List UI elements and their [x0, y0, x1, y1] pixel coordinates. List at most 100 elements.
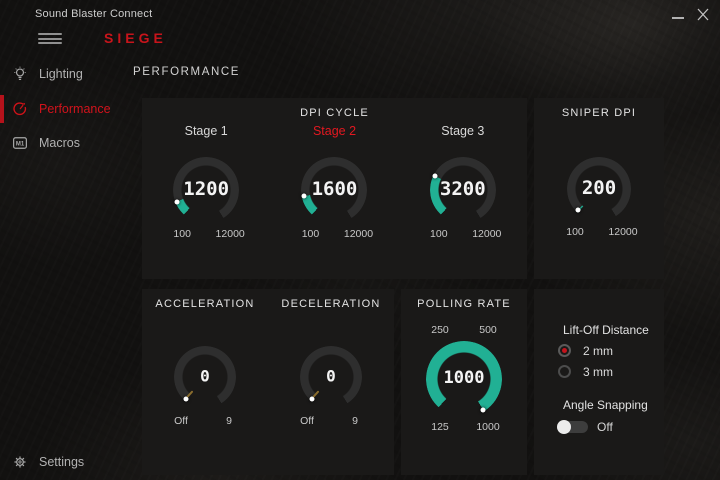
sniper-dpi-panel: SNIPER DPI 200 100 12000: [534, 98, 664, 279]
dial-value: 0: [200, 366, 210, 386]
svg-text:M1: M1: [16, 142, 25, 148]
dial-knob-dot[interactable]: [174, 199, 180, 204]
macro-icon: M1: [13, 137, 27, 149]
radio-label: 2 mm: [583, 343, 613, 358]
polling-scale-500: 500: [479, 324, 497, 336]
page-title: PERFORMANCE: [133, 66, 241, 78]
sniper-stage: 200 100 12000: [536, 124, 662, 238]
sidebar-item-label: Settings: [39, 455, 85, 469]
toggle-state-label: Off: [597, 420, 613, 434]
panel-title: DECELERATION: [281, 298, 381, 310]
dial-value: 1600: [311, 178, 358, 201]
dial-knob-dot[interactable]: [301, 193, 307, 199]
polling-scale-250: 250: [431, 324, 449, 336]
dpi-stage-3-dial[interactable]: 3200: [429, 157, 496, 223]
dial-ring[interactable]: [301, 157, 368, 223]
dpi-stages: Stage 1 1200 100 12000 Stage 2 1600: [142, 124, 527, 240]
panel-title: ACCELERATION: [155, 298, 255, 310]
polling-top-scale: 250 500: [423, 324, 505, 336]
minimize-button[interactable]: [666, 6, 690, 26]
dial-value: 3200: [439, 178, 486, 201]
dial-scale: 100 12000: [422, 228, 504, 240]
dial-scale: 100 12000: [558, 226, 640, 238]
dial-value: 0: [326, 366, 336, 386]
dial-value: 200: [581, 177, 617, 200]
dial-min-label: 100: [173, 228, 191, 240]
acceleration-dial[interactable]: 0: [174, 346, 236, 408]
dial-max-label: 12000: [608, 226, 638, 238]
dial-min-label: 100: [301, 228, 320, 240]
dial-ring[interactable]: [426, 341, 502, 417]
dial-scale: 100 12000: [293, 228, 375, 240]
dial-knob-dot[interactable]: [432, 173, 438, 179]
hamburger-menu-icon[interactable]: [38, 33, 62, 44]
radio-label: 3 mm: [583, 364, 613, 379]
dpi-stage-2-dial[interactable]: 1600: [301, 157, 368, 223]
panel-title: DPI CYCLE: [300, 107, 369, 119]
panel-title: POLLING RATE: [417, 298, 511, 310]
dpi-stage-2: Stage 2 1600 100 12000: [271, 124, 397, 240]
options-panel: Lift-Off Distance 2 mm 3 mm Angle Snappi…: [534, 289, 664, 475]
dial-max-label: 12000: [472, 228, 502, 240]
close-icon: [697, 8, 709, 21]
dial-min-label: Off: [174, 415, 188, 427]
acceleration-group: ACCELERATION 0 Off 9: [142, 289, 268, 427]
sniper-wrap: 200 100 12000: [534, 124, 664, 238]
dial-knob-dot[interactable]: [575, 207, 581, 213]
stage-label: Stage 3: [441, 124, 485, 138]
deceleration-group: DECELERATION 0 Off 9: [268, 289, 394, 427]
deceleration-dial[interactable]: 0: [300, 346, 362, 408]
dial-min-label: Off: [300, 415, 314, 427]
sidebar-item-performance[interactable]: Performance: [0, 92, 131, 126]
radio-icon[interactable]: [558, 365, 571, 378]
polling-dial[interactable]: 1000: [426, 341, 502, 417]
stage-label: Stage 1: [184, 124, 228, 138]
dial-ring[interactable]: [173, 157, 240, 223]
dial-max-label: 9: [352, 415, 358, 427]
sidebar-item-macros[interactable]: M1 Macros: [0, 126, 131, 160]
gauge-icon: [13, 102, 27, 116]
polling-wrap: 250 500 1000 125 1000: [401, 310, 527, 433]
sniper-dial[interactable]: 200: [567, 157, 631, 221]
titlebar: Sound Blaster Connect: [0, 0, 720, 26]
dial-max-label: 12000: [343, 228, 374, 240]
dial-scale: Off 9: [164, 415, 246, 427]
sidebar-item-label: Lighting: [39, 67, 83, 81]
sidebar: Lighting Performance M1 Macros: [0, 52, 131, 480]
nav-row: SIEGE: [0, 26, 720, 52]
dial-max-label: 12000: [215, 228, 245, 240]
panel-title: SNIPER DPI: [561, 107, 637, 119]
liftoff-option-2mm[interactable]: 2 mm: [558, 343, 664, 358]
toggle-knob[interactable]: [557, 420, 571, 434]
gear-icon: [14, 456, 26, 468]
sidebar-item-label: Performance: [39, 102, 111, 116]
stage-label: Stage 2: [312, 124, 357, 138]
dial-knob-dot[interactable]: [309, 396, 315, 402]
dial-ring[interactable]: [429, 157, 496, 223]
dpi-stage-1-dial[interactable]: 1200: [173, 157, 240, 223]
liftoff-option-3mm[interactable]: 3 mm: [558, 364, 664, 379]
dpi-stage-1: Stage 1 1200 100 12000: [143, 124, 269, 240]
dial-value: 1000: [443, 368, 485, 389]
dial-knob-dot[interactable]: [480, 407, 486, 412]
sidebar-item-lighting[interactable]: Lighting: [0, 57, 131, 91]
app-title: Sound Blaster Connect: [35, 8, 153, 20]
accel-decel-panel: ACCELERATION 0 Off 9 DECELERATION 0: [142, 289, 394, 475]
minimize-icon: [672, 17, 684, 19]
dial-value: 1200: [183, 178, 230, 201]
dial-scale: 125 1000: [423, 421, 505, 433]
device-name: SIEGE: [104, 30, 167, 46]
sidebar-item-settings[interactable]: Settings: [0, 445, 131, 479]
dpi-stage-3: Stage 3 3200 100 12000: [400, 124, 526, 240]
dial-scale: Off 9: [290, 415, 372, 427]
polling-rate-panel: POLLING RATE 250 500 1000 125 1000: [401, 289, 527, 475]
angle-snapping-title: Angle Snapping: [563, 398, 648, 412]
radio-icon[interactable]: [558, 344, 571, 357]
angle-snapping-row: Off: [557, 420, 664, 434]
angle-snapping-toggle[interactable]: [557, 420, 588, 434]
close-button[interactable]: [691, 4, 715, 26]
dial-knob-dot[interactable]: [183, 396, 189, 402]
dpi-cycle-panel: DPI CYCLE Stage 1 1200 100 12000 Stage 2: [142, 98, 527, 279]
lightbulb-icon: [14, 66, 26, 81]
